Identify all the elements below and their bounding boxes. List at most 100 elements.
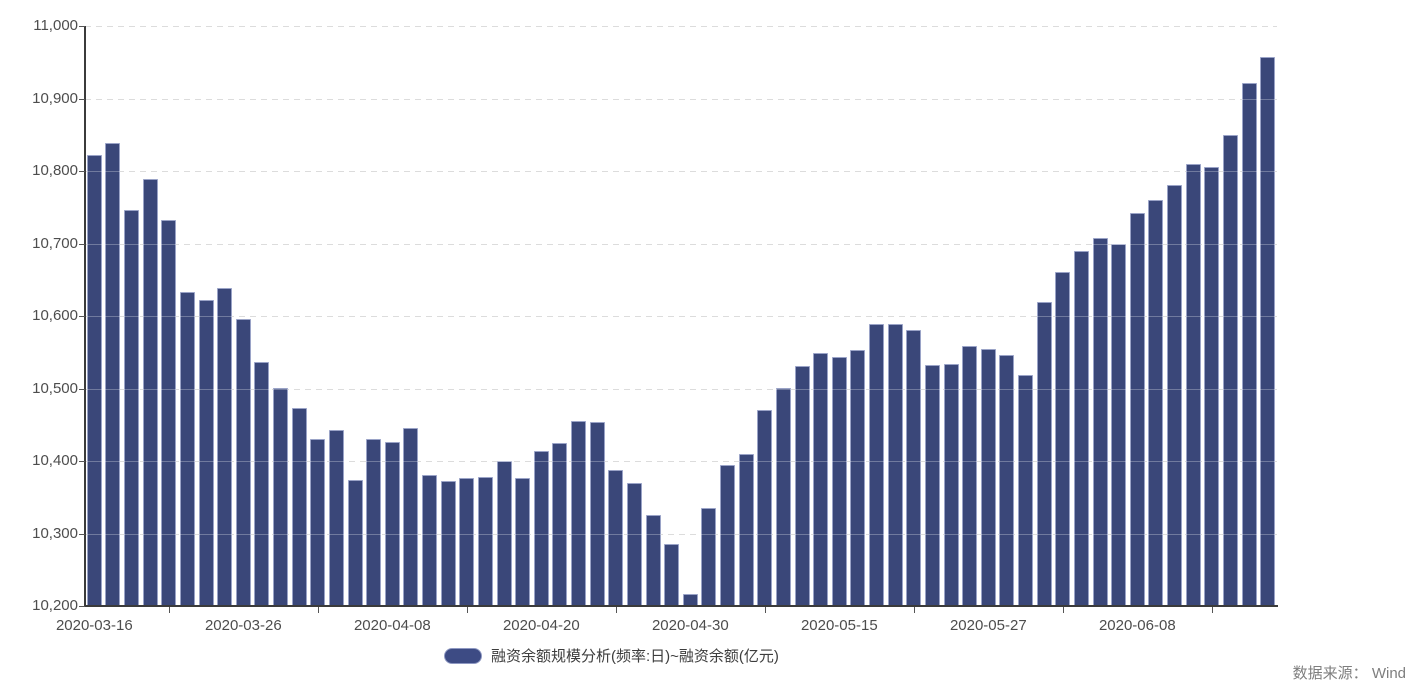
y-axis-tick	[79, 316, 85, 317]
gridline-overlay	[85, 316, 1277, 317]
gridline	[85, 243, 1277, 245]
y-axis-tick	[79, 171, 85, 172]
y-axis-tick	[79, 461, 85, 462]
bar-2020-05-18[interactable]	[850, 350, 866, 606]
gridline	[85, 98, 1277, 100]
bar-2020-06-12[interactable]	[1204, 167, 1220, 606]
bar-2020-04-23[interactable]	[589, 422, 605, 606]
bar-2020-06-02[interactable]	[1055, 272, 1071, 606]
gridline-overlay	[85, 26, 1277, 27]
bar-2020-05-08[interactable]	[738, 454, 754, 606]
bar-2020-04-13[interactable]	[440, 481, 456, 606]
bar-2020-05-14[interactable]	[813, 353, 829, 606]
bar-2020-04-30[interactable]	[682, 594, 698, 606]
x-axis-label: 2020-03-16	[55, 617, 133, 634]
bar-2020-04-08[interactable]	[384, 442, 400, 606]
bar-2020-04-29[interactable]	[664, 544, 680, 606]
bar-2020-06-17[interactable]	[1260, 57, 1276, 606]
bar-2020-05-11[interactable]	[757, 410, 773, 606]
y-axis-tick	[79, 98, 85, 100]
data-source-label: 数据来源： Wind	[1292, 665, 1406, 682]
gridline-overlay	[85, 388, 1277, 390]
bar-2020-06-11[interactable]	[1185, 164, 1201, 606]
bar-2020-04-22[interactable]	[571, 421, 587, 606]
bar-2020-05-12[interactable]	[775, 388, 791, 606]
bar-2020-03-18[interactable]	[124, 210, 140, 606]
gridline	[85, 171, 1277, 172]
x-axis-tick	[168, 607, 170, 613]
bar-2020-03-20[interactable]	[161, 220, 177, 606]
bar-2020-04-09[interactable]	[403, 428, 419, 606]
bar-2020-03-26[interactable]	[235, 319, 251, 606]
y-axis-tick	[79, 388, 85, 390]
bar-2020-05-19[interactable]	[869, 324, 885, 606]
bar-2020-04-21[interactable]	[552, 443, 568, 606]
bar-2020-05-26[interactable]	[962, 346, 978, 606]
y-axis-label: 10,400	[32, 452, 78, 469]
bar-2020-03-23[interactable]	[179, 292, 195, 606]
legend-item[interactable]: 融资余额规模分析(频率:日)~融资余额(亿元)	[444, 645, 779, 666]
x-axis-tick	[764, 607, 766, 613]
y-axis-tick	[79, 243, 85, 245]
bar-2020-03-25[interactable]	[217, 288, 233, 606]
bar-2020-03-31[interactable]	[291, 408, 307, 606]
y-axis-line	[84, 26, 86, 607]
y-axis-label: 10,600	[32, 307, 78, 324]
bar-2020-04-03[interactable]	[347, 480, 363, 606]
bar-2020-04-28[interactable]	[645, 515, 661, 606]
bar-2020-06-05[interactable]	[1111, 244, 1127, 606]
bar-2020-03-24[interactable]	[198, 300, 214, 606]
bar-2020-05-22[interactable]	[924, 365, 940, 606]
bar-2020-06-16[interactable]	[1241, 83, 1257, 606]
x-axis-label: 2020-05-27	[949, 617, 1027, 634]
bar-2020-05-28[interactable]	[999, 355, 1015, 606]
bar-2020-04-16[interactable]	[496, 461, 512, 606]
bar-2020-06-15[interactable]	[1222, 135, 1238, 606]
x-axis-tick	[1062, 607, 1064, 613]
bar-2020-05-27[interactable]	[980, 349, 996, 606]
bar-2020-03-16[interactable]	[86, 155, 102, 606]
y-axis-tick	[79, 533, 85, 535]
y-axis-tick	[79, 26, 85, 27]
bar-2020-03-30[interactable]	[273, 388, 289, 606]
bar-2020-04-20[interactable]	[533, 451, 549, 606]
y-axis-tick	[79, 606, 85, 607]
bar-2020-05-15[interactable]	[831, 357, 847, 606]
x-axis-label: 2020-04-30	[651, 617, 729, 634]
bar-2020-05-25[interactable]	[943, 364, 959, 606]
bar-2020-04-01[interactable]	[310, 439, 326, 606]
bar-2020-04-17[interactable]	[515, 478, 531, 606]
bar-2020-05-07[interactable]	[720, 465, 736, 606]
bar-2020-05-20[interactable]	[887, 324, 903, 606]
y-axis-label: 11,000	[33, 17, 78, 34]
x-axis-label: 2020-03-26	[204, 617, 282, 634]
bar-2020-03-17[interactable]	[105, 143, 121, 606]
bar-2020-04-27[interactable]	[626, 483, 642, 606]
bar-2020-06-04[interactable]	[1092, 238, 1108, 606]
bar-2020-04-10[interactable]	[422, 475, 438, 606]
bar-2020-06-01[interactable]	[1036, 302, 1052, 606]
bar-2020-04-24[interactable]	[608, 470, 624, 606]
bar-2020-05-29[interactable]	[1018, 375, 1034, 606]
x-axis-tick	[1211, 607, 1213, 613]
bar-2020-03-19[interactable]	[142, 179, 158, 606]
bar-2020-04-15[interactable]	[477, 477, 493, 606]
y-axis-label: 10,300	[32, 524, 78, 542]
bar-2020-06-08[interactable]	[1129, 213, 1145, 606]
plot-area: 10,200 10,300 10,400 10,500 10,600 10,700 10,8…	[32, 18, 1278, 634]
bar-2020-06-03[interactable]	[1073, 251, 1089, 606]
x-axis-tick	[615, 607, 617, 613]
bar-2020-03-27[interactable]	[254, 362, 270, 606]
bar-2020-05-06[interactable]	[701, 508, 717, 606]
bar-2020-06-10[interactable]	[1167, 185, 1183, 606]
x-axis-tick	[317, 607, 319, 613]
bar-2020-05-13[interactable]	[794, 366, 810, 606]
y-axis-label: 10,800	[32, 162, 78, 179]
bar-2020-04-07[interactable]	[366, 439, 382, 606]
bar-2020-05-21[interactable]	[906, 330, 922, 606]
bar-2020-04-02[interactable]	[328, 430, 344, 606]
bar-2020-06-09[interactable]	[1148, 200, 1164, 606]
gridline-overlay	[85, 461, 1277, 462]
bar-2020-04-14[interactable]	[459, 478, 475, 606]
